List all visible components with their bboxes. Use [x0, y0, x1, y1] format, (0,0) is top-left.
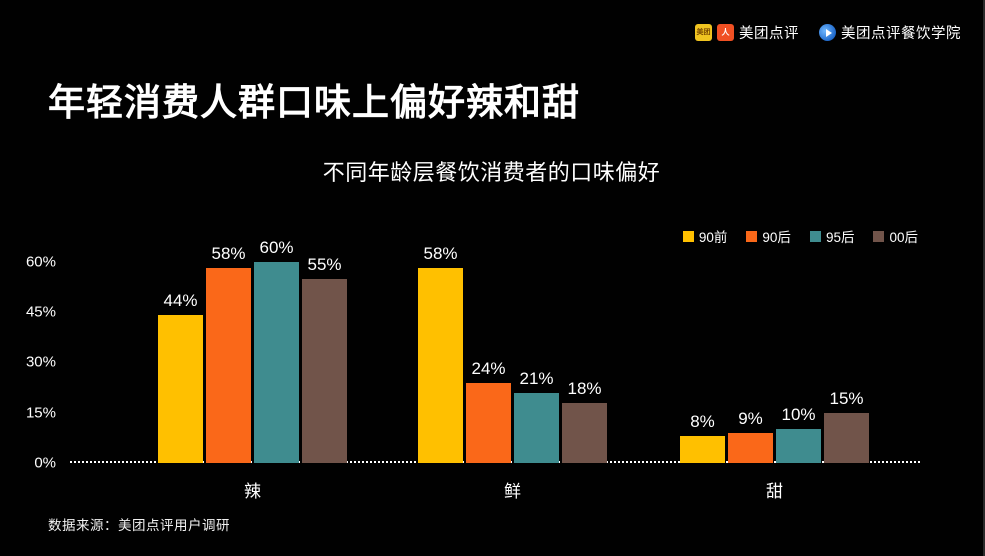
bar-chart: 0% 15% 30% 45% 60% 44% 58% 60% 55% 辣 58% 24% 21% 18% 鲜… [26, 238, 920, 501]
bar-value-label: 24% [471, 358, 506, 378]
legend-swatch-icon [873, 230, 885, 242]
brand-meituan-dianping: 美团 人 美团点评 [695, 22, 799, 43]
bar-rect [514, 392, 559, 463]
bar-rect [254, 261, 299, 463]
brand-label-meituan-dianping: 美团点评 [739, 26, 799, 42]
y-axis-tick-45%: 45% [25, 303, 56, 321]
bar-95后-辣[interactable]: 60% [254, 238, 299, 463]
bar-value-label: 18% [567, 378, 602, 398]
legend-item-00后[interactable]: 00后 [873, 226, 918, 246]
bar-90前-鲜[interactable]: 58% [418, 244, 463, 463]
bar-rect [466, 382, 511, 463]
bar-90前-甜[interactable]: 8% [680, 412, 725, 463]
bar-value-label: 58% [423, 244, 458, 264]
legend-label: 95后 [825, 230, 855, 245]
legend-swatch-icon [682, 230, 694, 242]
legend-label: 90后 [762, 230, 791, 245]
data-source-note: 数据来源：美团点评用户调研 [48, 518, 230, 533]
brand-bar: 美团 人 美团点评 美团点评餐饮学院 [695, 22, 961, 43]
x-axis-label-鲜: 鲜 [504, 482, 521, 501]
legend-item-90前[interactable]: 90前 [682, 226, 728, 246]
bar-value-label: 55% [307, 254, 342, 274]
bar-90前-辣[interactable]: 44% [158, 291, 203, 463]
bar-value-label: 15% [829, 388, 864, 408]
y-axis-tick-0%: 0% [34, 454, 56, 472]
bar-00后-甜[interactable]: 15% [824, 389, 869, 463]
bar-group-鲜: 58% 24% 21% 18% 鲜 [418, 244, 607, 501]
bar-value-label: 10% [781, 405, 816, 425]
bar-95后-鲜[interactable]: 21% [514, 369, 559, 463]
play-circle-icon [819, 24, 836, 41]
legend-item-95后[interactable]: 95后 [809, 226, 855, 246]
bar-00后-辣[interactable]: 55% [302, 255, 347, 463]
bar-value-label: 60% [259, 237, 294, 257]
legend-swatch-icon [746, 230, 758, 242]
x-axis-label-辣: 辣 [244, 482, 261, 501]
bar-rect [418, 268, 463, 463]
meituan-square-icon: 美团 [695, 24, 712, 41]
bar-95后-甜[interactable]: 10% [776, 405, 821, 463]
bar-rect [206, 268, 251, 463]
y-axis-tick-60%: 60% [25, 253, 56, 271]
legend-item-90后[interactable]: 90后 [746, 226, 791, 246]
chart-subtitle: 不同年龄层餐饮消费者的口味偏好 [322, 160, 661, 185]
page-title: 年轻消费人群口味上偏好辣和甜 [48, 82, 580, 123]
bar-90后-甜[interactable]: 9% [728, 409, 773, 463]
bar-group-甜: 8% 9% 10% 15% 甜 [680, 389, 869, 501]
y-axis-tick-15%: 15% [25, 404, 56, 422]
bar-value-label: 58% [211, 244, 246, 264]
legend-swatch-icon [809, 230, 821, 242]
bar-value-label: 44% [163, 291, 198, 311]
bar-value-label: 9% [738, 408, 763, 428]
bar-group-辣: 44% 58% 60% 55% 辣 [158, 238, 347, 501]
bar-00后-鲜[interactable]: 18% [562, 379, 607, 463]
dianping-square-icon: 人 [717, 24, 734, 41]
bar-rect [680, 436, 725, 463]
bar-rect [728, 432, 773, 463]
bar-rect [562, 402, 607, 463]
brand-catering-academy: 美团点评餐饮学院 [819, 22, 961, 43]
bar-value-label: 8% [690, 412, 715, 432]
y-axis-tick-30%: 30% [25, 353, 56, 371]
bar-90后-辣[interactable]: 58% [206, 244, 251, 463]
bar-90后-鲜[interactable]: 24% [466, 359, 511, 463]
bar-rect [776, 429, 821, 463]
bar-value-label: 21% [519, 368, 554, 388]
legend-label: 90前 [698, 230, 728, 245]
chart-legend: 90前 90后 95后 00后 [682, 226, 918, 246]
brand-label-catering-academy: 美团点评餐饮学院 [841, 26, 961, 42]
bar-rect [158, 315, 203, 463]
x-axis-label-甜: 甜 [766, 482, 783, 501]
legend-label: 00后 [889, 230, 918, 245]
bar-rect [824, 412, 869, 463]
bar-rect [302, 278, 347, 463]
